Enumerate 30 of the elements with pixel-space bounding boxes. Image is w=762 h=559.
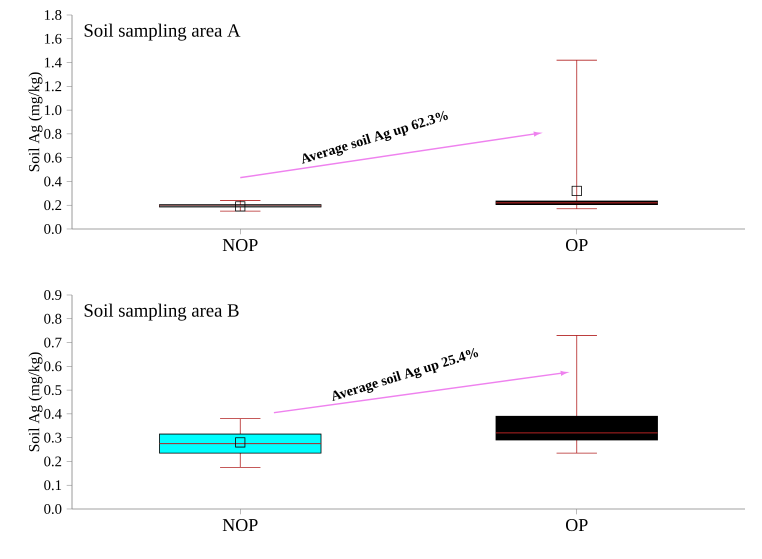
y-axis-title: Soil Ag (mg/kg) (28, 352, 42, 452)
y-tick-label: 0.6 (44, 361, 62, 372)
y-tick-label: 0.9 (44, 290, 62, 300)
x-tick-label: OP (566, 239, 588, 252)
annotation: Average soil Ag up 62.3% (302, 110, 448, 164)
y-tick-label: 0.3 (44, 432, 62, 443)
chart-title: Soil sampling area B (84, 304, 239, 321)
x-tick-label: OP (566, 519, 588, 532)
annotation: Average soil Ag up 25.4% (332, 348, 478, 401)
y-tick-label: 0.5 (44, 385, 62, 396)
y-tick-label: 1.6 (44, 34, 62, 44)
chart-title: Soil sampling area A (84, 24, 240, 41)
y-tick-label: 1.8 (44, 10, 62, 20)
y-tick-label: 0.6 (44, 152, 62, 163)
y-tick-label: 0.0 (44, 504, 62, 514)
y-tick-label: 1.0 (44, 105, 62, 116)
x-tick-label: NOP (222, 519, 258, 532)
y-tick-label: 0.4 (44, 176, 62, 186)
y-tick-label: 0.8 (44, 314, 62, 324)
y-tick-label: 0.2 (44, 200, 62, 210)
x-tick-label: NOP (222, 239, 258, 252)
y-tick-label: 0.2 (44, 456, 62, 466)
y-tick-label: 0.4 (44, 408, 62, 419)
y-tick-label: 1.2 (44, 81, 62, 92)
y-tick-label: 0.1 (44, 480, 62, 490)
y-tick-label: 0.7 (44, 338, 62, 348)
y-tick-label: 0.8 (44, 128, 62, 139)
y-tick-label: 1.4 (44, 58, 62, 68)
y-axis-title: Soil Ag (mg/kg) (28, 72, 42, 172)
y-tick-label: 0.0 (44, 224, 62, 234)
